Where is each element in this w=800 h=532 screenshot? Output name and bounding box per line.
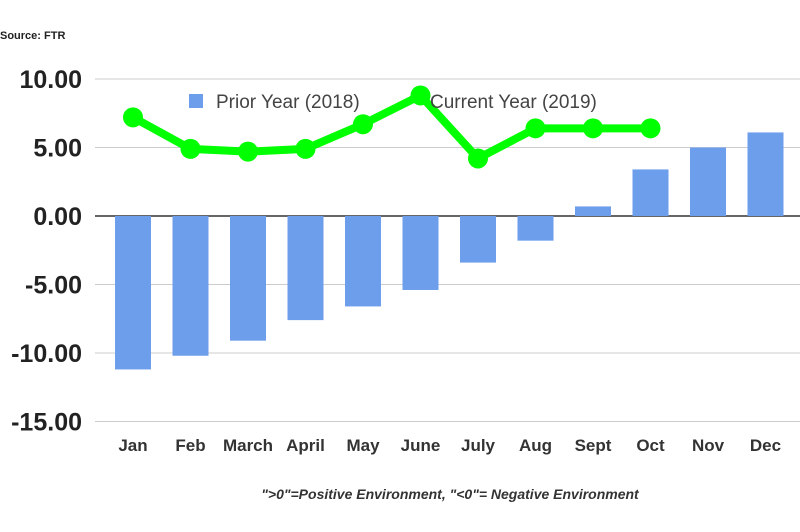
point-oct bbox=[640, 118, 661, 139]
y-tick-label: -15.00 bbox=[11, 409, 82, 437]
point-jan bbox=[123, 107, 143, 128]
y-tick-label: 5.00 bbox=[33, 135, 82, 163]
x-tick-label: Aug bbox=[519, 436, 552, 455]
source-label: Source: FTR bbox=[0, 30, 66, 42]
bar-june bbox=[402, 216, 439, 290]
bar-march bbox=[230, 216, 266, 341]
bar-jan bbox=[115, 216, 151, 370]
legend-swatch-prior-year bbox=[189, 94, 203, 108]
point-july bbox=[468, 148, 488, 169]
point-april bbox=[295, 138, 316, 159]
bar-july bbox=[460, 216, 496, 263]
bar-oct bbox=[632, 169, 669, 216]
point-feb bbox=[180, 138, 201, 159]
y-tick-label: -5.00 bbox=[25, 272, 82, 300]
bar-aug bbox=[517, 216, 554, 241]
y-tick-label: -10.00 bbox=[11, 340, 82, 368]
legend-label-prior-year: Prior Year (2018) bbox=[216, 92, 360, 113]
legend-label-current-year: Current Year (2019) bbox=[430, 92, 597, 113]
point-aug bbox=[525, 118, 546, 139]
bar-dec bbox=[747, 132, 784, 216]
bar-sept bbox=[575, 206, 611, 216]
bar-nov bbox=[690, 147, 726, 216]
point-sept bbox=[583, 118, 603, 139]
bar-may bbox=[345, 216, 381, 307]
x-tick-label: May bbox=[346, 436, 380, 455]
x-tick-label: Sept bbox=[575, 436, 612, 455]
point-may bbox=[353, 114, 373, 135]
x-tick-label: April bbox=[286, 436, 325, 455]
bar-april bbox=[287, 216, 324, 321]
bar-feb bbox=[172, 216, 209, 356]
y-tick-label: 0.00 bbox=[33, 203, 82, 231]
x-tick-label: July bbox=[461, 436, 496, 455]
x-tick-label: June bbox=[401, 436, 441, 455]
point-march bbox=[238, 141, 258, 162]
x-tick-label: Dec bbox=[750, 436, 781, 455]
x-tick-label: Feb bbox=[175, 436, 205, 455]
y-tick-label: 10.00 bbox=[19, 66, 82, 94]
x-tick-label: Oct bbox=[636, 436, 665, 455]
point-june bbox=[410, 85, 431, 106]
x-tick-label: March bbox=[223, 436, 273, 455]
line-current-year bbox=[131, 91, 651, 163]
footnote: ">0"=Positive Environment, "<0"= Negativ… bbox=[261, 486, 639, 502]
x-tick-label: Jan bbox=[118, 436, 147, 455]
x-tick-label: Nov bbox=[692, 436, 725, 455]
